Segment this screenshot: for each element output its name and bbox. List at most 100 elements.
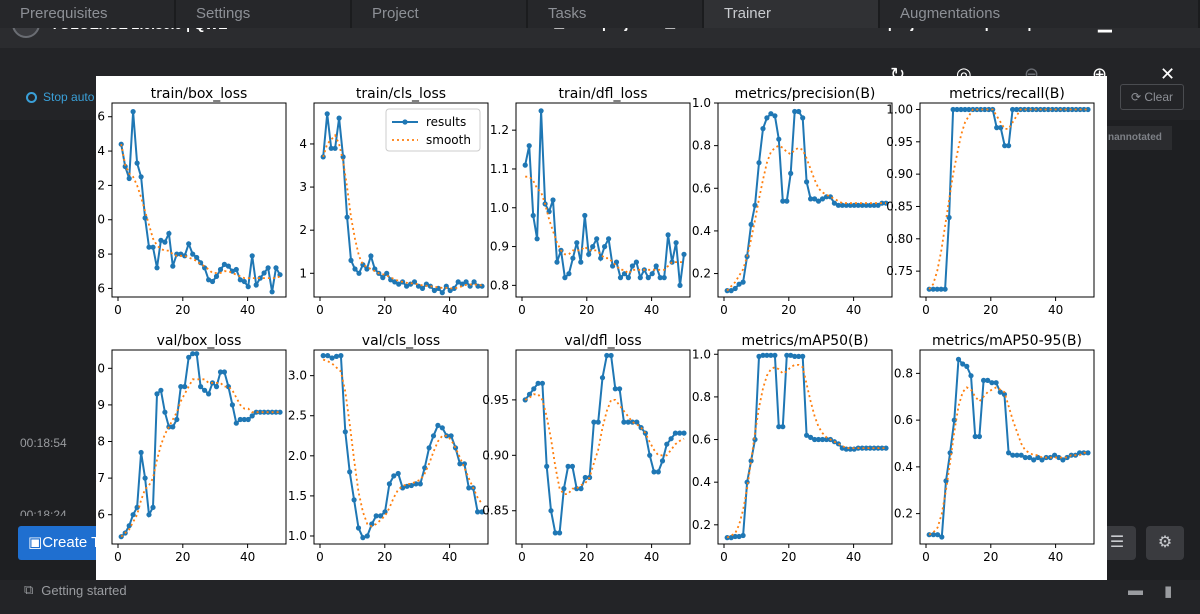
clear-button[interactable]: ⟳ Clear [1120, 84, 1184, 110]
results-point [602, 244, 608, 250]
file-icon[interactable]: ▮ [1164, 583, 1173, 600]
create-task-button[interactable]: ▣Create T [18, 526, 108, 560]
results-point [1025, 106, 1032, 113]
results-point [1014, 452, 1020, 458]
results-point [938, 286, 944, 292]
results-point [1029, 106, 1035, 113]
results-point [764, 115, 770, 121]
legend-results-marker [402, 119, 408, 125]
chart-title: train/dfl_loss [558, 86, 647, 102]
y-tick-label: 0.8 [692, 390, 711, 404]
results-point [1021, 106, 1028, 113]
y-tick-label: 3 [299, 180, 307, 194]
results-line [524, 354, 684, 534]
results-point [241, 278, 247, 285]
plot-frame [717, 349, 893, 545]
results-point [439, 425, 445, 431]
results-point [471, 279, 477, 285]
results-point [557, 530, 563, 536]
y-tick-label: 0.6 [894, 413, 913, 427]
chart-title: val/dfl_loss [564, 333, 641, 349]
results-line [120, 352, 280, 538]
results-point [989, 380, 995, 386]
results-point [566, 271, 572, 277]
results-point [217, 266, 224, 273]
gear-icon: ⚙ [1157, 534, 1173, 551]
results-point [530, 212, 536, 219]
results-point [126, 175, 132, 182]
side-pane [1107, 120, 1200, 580]
x-tick-label: 40 [644, 550, 659, 564]
results-point [122, 163, 128, 170]
x-tick-label: 40 [846, 550, 861, 564]
results-point [142, 475, 148, 481]
log-timestamp: 00:18:24 [20, 508, 67, 516]
results-point [982, 106, 988, 113]
legend-box [385, 108, 481, 152]
getting-started-link[interactable]: ⧉ Getting started [24, 582, 127, 598]
results-point [265, 265, 271, 271]
results-point [344, 214, 350, 220]
tab-tasks[interactable]: Tasks [528, 0, 704, 28]
results-point [423, 281, 429, 287]
results-point [946, 214, 952, 221]
stop-auto-button[interactable]: Stop auto [26, 90, 94, 104]
results-point [962, 106, 968, 113]
x-tick-label: 20 [377, 303, 392, 317]
close-viewer-icon[interactable]: ✕ [1160, 64, 1176, 84]
tab-trainer[interactable]: Trainer [704, 0, 880, 28]
results-point [118, 141, 124, 147]
results-point [229, 402, 235, 408]
results-point [245, 284, 251, 290]
y-tick-label: 0.90 [886, 167, 913, 181]
results-point [186, 354, 192, 360]
results-point [613, 259, 620, 265]
results-point [831, 200, 838, 206]
results-point [455, 279, 461, 285]
y-tick-label: 0.2 [692, 518, 711, 532]
results-line [929, 356, 1088, 539]
results-point [1085, 450, 1091, 456]
results-point [526, 143, 532, 149]
tab-settings[interactable]: Settings [176, 0, 352, 28]
results-point [586, 251, 592, 257]
y-tick-label: 1.0 [692, 347, 711, 361]
results-point [1018, 452, 1024, 458]
log-pane [0, 120, 96, 580]
results-point [839, 202, 845, 208]
tab-prerequisites[interactable]: Prerequisites [0, 0, 176, 28]
results-point [190, 351, 196, 357]
results-point [166, 230, 172, 237]
results-point [561, 486, 567, 492]
results-point [213, 384, 220, 390]
results-point [960, 361, 966, 367]
results-point [780, 198, 786, 204]
plot-frame [111, 349, 287, 545]
results-point [792, 353, 798, 359]
training-results-plot: train/box_loss0.60.81.01.21.41.602040tra… [96, 86, 1095, 564]
status-bar [0, 580, 1200, 614]
results-point [1064, 454, 1070, 461]
results-point [550, 197, 556, 203]
results-point [796, 353, 802, 359]
x-tick-label: 40 [240, 550, 255, 564]
folder-icon[interactable]: ▬ [1128, 582, 1143, 599]
results-point [728, 288, 734, 294]
results-point [776, 424, 782, 430]
x-tick-label: 20 [579, 550, 594, 564]
smooth-line [120, 144, 281, 280]
y-tick-label: 0.4 [692, 224, 711, 238]
x-tick-label: 0 [114, 303, 122, 317]
results-point [800, 353, 806, 359]
results-point [130, 512, 136, 518]
tab-project[interactable]: Project [352, 0, 528, 28]
results-point [772, 352, 778, 358]
stop-icon [26, 91, 37, 103]
tab-augmentations[interactable]: Augmentations [880, 0, 1200, 28]
results-point [595, 419, 601, 425]
results-point [364, 266, 370, 272]
y-tick-label: 1.0 [490, 201, 509, 215]
results-point [569, 463, 575, 469]
settings-button[interactable]: ⚙ [1146, 526, 1184, 560]
results-point [939, 534, 945, 540]
